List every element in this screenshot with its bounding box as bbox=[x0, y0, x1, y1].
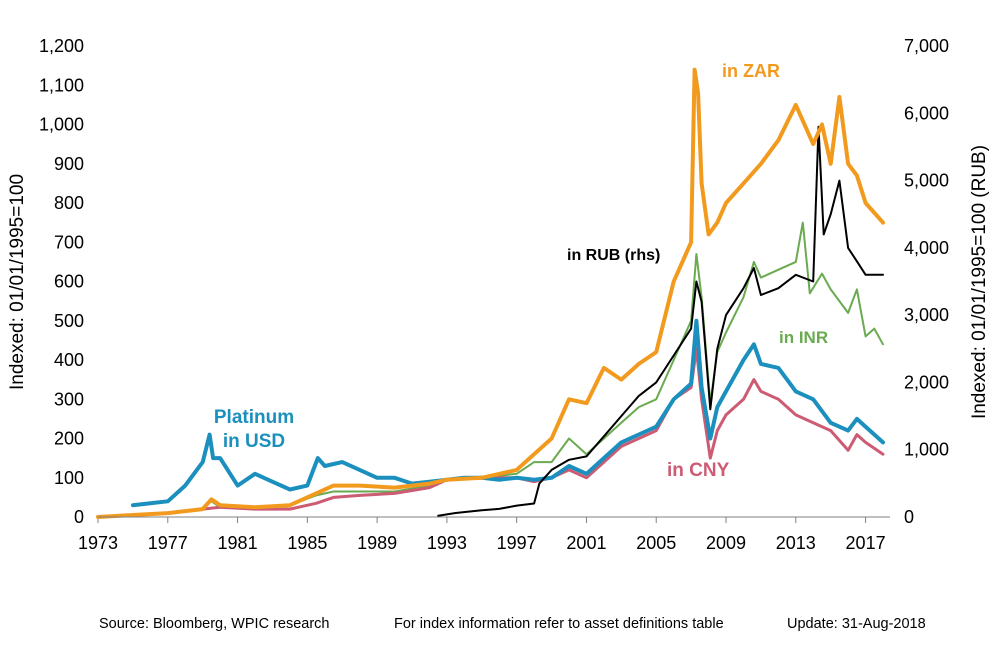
footer-note: For index information refer to asset def… bbox=[394, 616, 724, 632]
series-lines bbox=[96, 67, 885, 519]
right-tick-label: 1,000 bbox=[904, 440, 949, 460]
left-tick-label: 800 bbox=[54, 193, 84, 213]
left-tick-label: 0 bbox=[74, 507, 84, 527]
x-tick-label: 1993 bbox=[427, 533, 467, 553]
x-tick-label: 2005 bbox=[636, 533, 676, 553]
annotation-rub: in RUB (rhs) bbox=[567, 247, 660, 264]
left-tick-label: 1,200 bbox=[39, 36, 84, 56]
series-line-in-zar bbox=[96, 67, 885, 519]
annotation-platinum-line2: in USD bbox=[223, 431, 285, 452]
left-axis-ticks: 0 100 200 300 400 500 600 700 800 900 1,000 1,100 1,… bbox=[39, 36, 84, 527]
x-axis-ticks: 1973 1977 1981 1985 1989 1993 1997 2001 2005 2009… bbox=[78, 517, 886, 553]
left-tick-label: 200 bbox=[54, 429, 84, 449]
right-tick-label: 4,000 bbox=[904, 238, 949, 258]
left-axis-title: Indexed: 01/01/1995=100 bbox=[7, 174, 28, 390]
x-tick-label: 1985 bbox=[287, 533, 327, 553]
x-tick-label: 1973 bbox=[78, 533, 118, 553]
right-tick-label: 5,000 bbox=[904, 171, 949, 191]
right-tick-label: 2,000 bbox=[904, 372, 949, 392]
x-tick-label: 2013 bbox=[776, 533, 816, 553]
left-tick-label: 700 bbox=[54, 232, 84, 252]
footer-update: Update: 31-Aug-2018 bbox=[787, 616, 926, 632]
x-tick-label: 1989 bbox=[357, 533, 397, 553]
footer-source: Source: Bloomberg, WPIC research bbox=[99, 616, 330, 632]
x-tick-label: 1997 bbox=[497, 533, 537, 553]
series-line-in-inr bbox=[97, 221, 884, 518]
left-tick-label: 500 bbox=[54, 311, 84, 331]
x-tick-label: 2009 bbox=[706, 533, 746, 553]
series-line-in-cny bbox=[96, 346, 885, 519]
left-tick-label: 1,000 bbox=[39, 115, 84, 135]
annotation-cny: in CNY bbox=[667, 460, 730, 481]
left-tick-label: 100 bbox=[54, 468, 84, 488]
x-tick-label: 2017 bbox=[846, 533, 886, 553]
annotation-inr: in INR bbox=[779, 328, 828, 347]
annotation-platinum-line1: Platinum bbox=[214, 407, 294, 428]
right-tick-label: 0 bbox=[904, 507, 914, 527]
right-tick-label: 3,000 bbox=[904, 305, 949, 325]
left-tick-label: 300 bbox=[54, 389, 84, 409]
x-tick-label: 1981 bbox=[218, 533, 258, 553]
right-axis-title: Indexed: 01/01/1995=100 (RUB) bbox=[969, 145, 990, 419]
x-tick-label: 1977 bbox=[148, 533, 188, 553]
left-tick-label: 400 bbox=[54, 350, 84, 370]
right-axis-ticks: 0 1,000 2,000 3,000 4,000 5,000 6,000 7,000 bbox=[904, 36, 949, 527]
series-line-in-rub-rhs bbox=[437, 125, 884, 517]
series-line-platinum-in-usd bbox=[130, 318, 885, 508]
annotation-zar: in ZAR bbox=[722, 61, 780, 81]
left-tick-label: 600 bbox=[54, 272, 84, 292]
right-tick-label: 6,000 bbox=[904, 103, 949, 123]
x-tick-label: 2001 bbox=[566, 533, 606, 553]
left-tick-label: 1,100 bbox=[39, 75, 84, 95]
right-tick-label: 7,000 bbox=[904, 36, 949, 56]
left-tick-label: 900 bbox=[54, 154, 84, 174]
